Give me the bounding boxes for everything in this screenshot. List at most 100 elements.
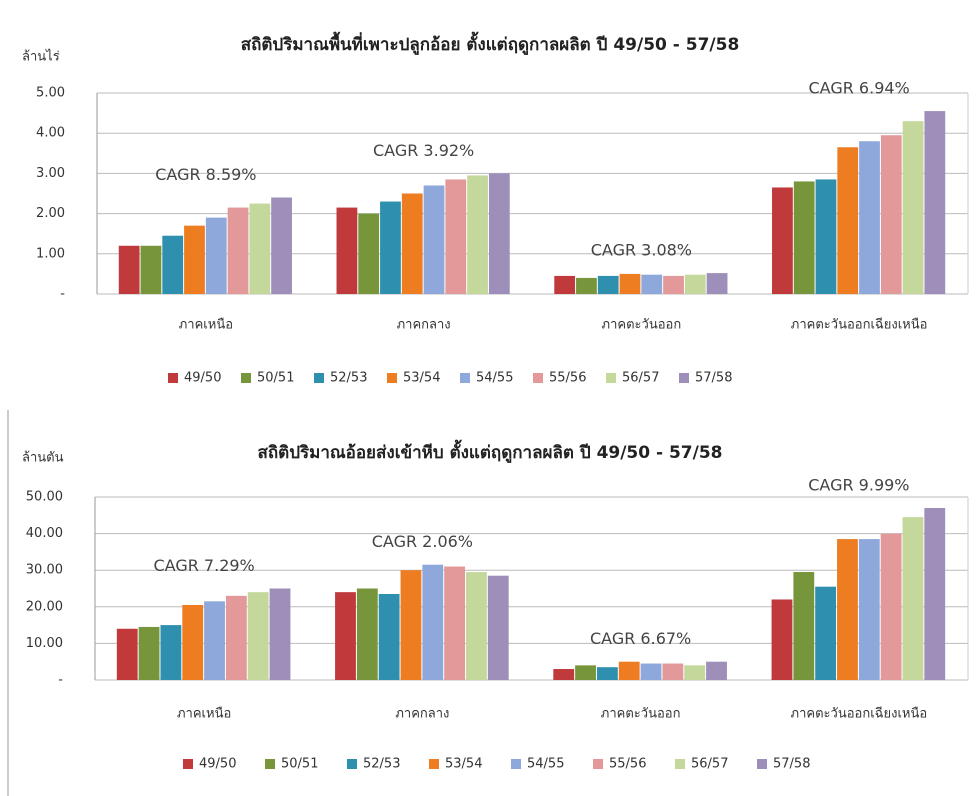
legend-label: 53/54 — [445, 757, 482, 772]
x-tick-label: ภาคตะวันออกเฉียงเหนือ — [791, 317, 928, 333]
y-tick-label: 4.00 — [36, 126, 65, 141]
legend-label: 56/57 — [691, 757, 728, 772]
legend-swatch — [511, 759, 521, 769]
annotation: CAGR 2.06% — [372, 532, 473, 551]
bar — [380, 201, 401, 294]
legend-swatch — [675, 759, 685, 769]
bar — [706, 661, 727, 680]
bar — [924, 507, 946, 680]
y-tick-label: 10.00 — [26, 636, 63, 651]
bar — [184, 225, 205, 294]
bar — [858, 539, 880, 680]
y-tick-label: 1.00 — [36, 246, 65, 261]
legend-swatch — [241, 373, 251, 383]
y-tick-label: 5.00 — [36, 86, 65, 101]
legend-label: 55/56 — [549, 371, 586, 386]
y-tick-label: - — [58, 673, 63, 688]
legend-swatch — [429, 759, 439, 769]
bar — [445, 179, 467, 294]
bar — [444, 566, 466, 680]
annotation: CAGR 7.29% — [153, 556, 254, 575]
bar — [466, 572, 487, 680]
bar — [116, 628, 138, 680]
bar — [358, 213, 380, 294]
legend-swatch — [593, 759, 603, 769]
bar — [225, 595, 247, 680]
bar — [162, 235, 184, 294]
bar — [772, 187, 793, 294]
bar — [118, 245, 140, 294]
chart-title: สถิติปริมาณพื้นที่เพาะปลูกอ้อย ตั้งแต่ฤด… — [241, 31, 740, 56]
annotation: CAGR 8.59% — [155, 165, 256, 184]
bar — [597, 275, 619, 294]
bar — [641, 274, 663, 294]
bar — [205, 217, 227, 294]
bar — [815, 179, 837, 294]
legend-swatch — [460, 373, 470, 383]
y-tick-label: 3.00 — [36, 166, 65, 181]
legend-label: 57/58 — [773, 757, 810, 772]
legend-swatch — [314, 373, 324, 383]
legend-label: 54/55 — [476, 371, 513, 386]
bar — [880, 135, 902, 294]
bar — [160, 625, 182, 680]
bar — [793, 181, 815, 294]
bar — [575, 665, 596, 680]
bar — [771, 599, 793, 680]
bar — [488, 173, 510, 294]
bar — [837, 147, 859, 294]
bar — [227, 207, 249, 294]
y-tick-label: 30.00 — [26, 563, 63, 578]
bar — [902, 517, 924, 680]
legend-label: 49/50 — [184, 371, 221, 386]
bar — [859, 141, 880, 294]
bar — [837, 539, 858, 680]
x-tick-label: ภาคเหนือ — [177, 706, 231, 722]
y-tick-label: 40.00 — [26, 526, 63, 541]
bar — [378, 593, 400, 680]
bar — [596, 667, 618, 680]
bar — [423, 185, 445, 294]
bar — [553, 669, 575, 680]
legend-label: 55/56 — [609, 757, 646, 772]
y-tick-label: 50.00 — [26, 490, 63, 505]
bar — [706, 273, 728, 294]
legend-swatch — [347, 759, 357, 769]
legend-label: 57/58 — [695, 371, 732, 386]
bar — [467, 175, 488, 294]
legend-swatch — [606, 373, 616, 383]
annotation: CAGR 6.67% — [590, 629, 691, 648]
bar — [640, 663, 662, 680]
bar — [247, 592, 269, 680]
bar — [815, 586, 837, 680]
x-tick-label: ภาคตะวันออก — [601, 707, 681, 722]
bar — [400, 570, 422, 680]
legend-swatch — [757, 759, 767, 769]
bar — [422, 564, 444, 680]
bar — [684, 665, 706, 680]
y-tick-label: - — [60, 287, 65, 302]
x-tick-label: ภาคตะวันออก — [602, 318, 682, 333]
bar — [140, 245, 162, 294]
bar — [663, 275, 684, 294]
legend-label: 52/53 — [330, 371, 367, 386]
chart-title: สถิติปริมาณอ้อยส่งเข้าหีบ ตั้งแต่ฤดูกาลผ… — [257, 439, 722, 464]
bar — [619, 273, 641, 294]
legend-swatch — [183, 759, 193, 769]
x-tick-label: ภาคกลาง — [397, 318, 451, 333]
annotation: CAGR 9.99% — [808, 475, 909, 494]
annotation: CAGR 3.08% — [591, 241, 692, 260]
legend-swatch — [265, 759, 275, 769]
annotation: CAGR 6.94% — [808, 79, 909, 98]
bar — [684, 274, 706, 294]
bar — [618, 661, 640, 680]
bar — [576, 277, 597, 294]
legend-label: 50/51 — [257, 371, 294, 386]
annotation: CAGR 3.92% — [373, 141, 474, 160]
legend-label: 54/55 — [527, 757, 564, 772]
bar — [662, 663, 684, 680]
legend-label: 49/50 — [199, 757, 236, 772]
bar — [401, 193, 423, 294]
y-tick-label: 2.00 — [36, 206, 65, 221]
